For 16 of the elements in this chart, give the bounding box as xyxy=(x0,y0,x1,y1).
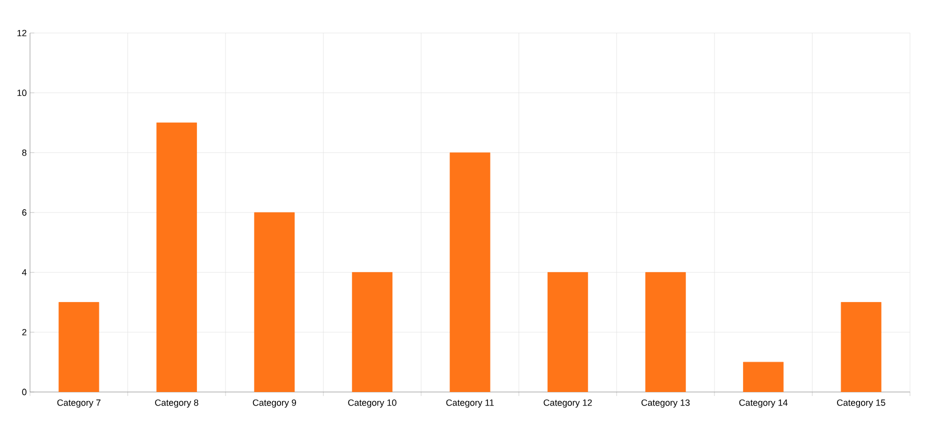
y-tick-label: 6 xyxy=(22,209,26,216)
y-tick-label: 4 xyxy=(22,269,27,276)
x-tick-label: Category 8 xyxy=(155,399,198,408)
x-tick-label: Category 15 xyxy=(837,399,886,408)
x-tick-label: Category 9 xyxy=(252,399,296,408)
x-tick-label: Category 10 xyxy=(348,399,396,408)
x-tick-label: Category 11 xyxy=(446,399,494,408)
y-tick-label: 10 xyxy=(17,90,26,96)
y-tick-label: 8 xyxy=(22,149,26,156)
y-tick-label: 0 xyxy=(22,388,26,396)
x-tick-label: Category 7 xyxy=(57,399,100,408)
y-tick-label: 2 xyxy=(22,329,26,336)
x-tick-label: Category 14 xyxy=(739,399,788,408)
x-tick-label: Category 12 xyxy=(544,399,592,408)
x-tick-label: Category 13 xyxy=(642,399,690,408)
y-tick-label: 12 xyxy=(17,30,26,36)
